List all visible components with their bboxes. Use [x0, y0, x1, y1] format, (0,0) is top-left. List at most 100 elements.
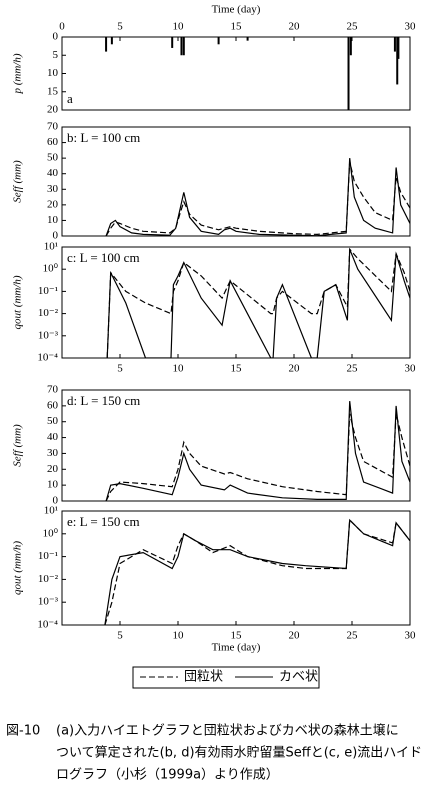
rain-bar — [182, 37, 185, 56]
rain-bar — [180, 37, 183, 56]
y-tick-label: 20 — [47, 198, 59, 210]
panel — [105, 158, 410, 236]
legend-box — [132, 666, 320, 689]
y-tick-label: 10 — [47, 479, 59, 491]
x-tick-label: 10 — [173, 363, 185, 375]
series-line — [106, 248, 410, 358]
x-tick-label: 15 — [231, 21, 243, 33]
series-line — [105, 161, 410, 236]
y-tick-label: 60 — [47, 136, 59, 148]
x-tick-label: 25 — [347, 21, 359, 33]
panel — [104, 518, 410, 625]
x-tick-label: 20 — [289, 630, 301, 642]
y-tick-label: 70 — [47, 121, 59, 133]
y-tick-label: 15 — [47, 85, 59, 97]
legend-label: 団粒状 — [184, 670, 223, 685]
y-tick-label: 5 — [53, 49, 59, 61]
series-line — [105, 401, 410, 501]
y-tick-label: 70 — [47, 384, 59, 396]
plot-frame — [61, 36, 411, 111]
rain-bar — [349, 37, 352, 56]
panel-label: e: L = 150 cm — [67, 514, 140, 529]
caption-line: (a)入力ハイエトグラフと団粒状およびカベ状の森林土壌に — [56, 724, 399, 739]
series-line — [105, 158, 410, 236]
rain-bar — [393, 37, 396, 52]
x-tick-label: 15 — [231, 363, 243, 375]
x-tick-label: 25 — [347, 630, 359, 642]
y-tick-label: 30 — [47, 183, 59, 195]
x-tick-label: 20 — [289, 21, 301, 33]
rain-bar — [105, 37, 108, 52]
rain-bar — [110, 37, 113, 45]
y-axis-title: qout (mm/h) — [12, 275, 24, 329]
y-tick-label: 10⁻⁴ — [37, 352, 58, 364]
x-tick-label: 30 — [405, 363, 417, 375]
plot-frame — [61, 126, 411, 237]
y-tick-label: 40 — [47, 167, 59, 179]
x-tick-label: 30 — [405, 630, 417, 642]
y-tick-label: 10¹ — [44, 505, 58, 517]
y-tick-label: 10⁻¹ — [38, 550, 58, 562]
y-tick-label: 10⁰ — [43, 263, 59, 275]
y-tick-label: 60 — [47, 399, 59, 411]
panel-label: c: L = 100 cm — [67, 250, 140, 265]
y-tick-label: 0 — [53, 495, 59, 507]
x-tick-label: 5 — [117, 363, 123, 375]
top-x-title: Time (day) — [212, 4, 261, 16]
rain-bar — [396, 37, 399, 85]
rain-bar — [171, 37, 174, 48]
y-tick-label: 10 — [47, 67, 59, 79]
series-line — [105, 413, 410, 501]
y-tick-label: 20 — [47, 104, 59, 116]
y-tick-label: 0 — [53, 230, 59, 242]
caption-line: ついて算定された(b, d)有効雨水貯留量Seffと(c, e)流出ハイド — [56, 746, 422, 761]
caption-label: 図-10 — [6, 724, 40, 739]
y-tick-label: 40 — [47, 431, 59, 443]
y-tick-label: 10⁻¹ — [38, 285, 58, 297]
series-line — [104, 518, 410, 625]
x-tick-label: 0 — [59, 21, 65, 33]
y-tick-label: 10⁻² — [38, 573, 59, 585]
y-axis-title: qout (mm/h) — [12, 541, 24, 595]
y-axis-title: p (mm/h) — [12, 53, 24, 94]
x-tick-label: 5 — [117, 21, 123, 33]
x-tick-label: 10 — [173, 630, 185, 642]
x-tick-label: 5 — [117, 630, 123, 642]
y-tick-label: 10¹ — [44, 241, 58, 253]
rain-bar — [347, 37, 350, 110]
y-axis-title: Seff (mm) — [12, 160, 24, 203]
y-tick-label: 10⁻⁴ — [37, 619, 58, 631]
y-tick-label: 50 — [47, 415, 59, 427]
rain-bar — [246, 37, 249, 41]
x-tick-label: 10 — [173, 21, 185, 33]
x-tick-label: 25 — [347, 363, 359, 375]
x-tick-label: 20 — [289, 363, 301, 375]
y-tick-label: 0 — [53, 31, 59, 43]
y-tick-label: 10⁰ — [43, 527, 59, 539]
y-tick-label: 10⁻³ — [38, 596, 59, 608]
caption-line: ログラフ（小杉（1999a）より作成） — [56, 768, 279, 783]
series-line — [104, 518, 410, 625]
y-tick-label: 50 — [47, 152, 59, 164]
panel-label: d: L = 150 cm — [67, 393, 140, 408]
y-axis-title: Seff (mm) — [12, 424, 24, 467]
series-line — [106, 247, 410, 358]
rain-bar — [217, 37, 220, 45]
panel-label: a — [67, 91, 73, 106]
plot-frame — [61, 389, 411, 502]
panel — [106, 247, 410, 358]
y-tick-label: 10⁻³ — [38, 329, 59, 341]
panel — [105, 401, 410, 501]
x-tick-label: 30 — [405, 21, 417, 33]
x-tick-label: 15 — [231, 630, 243, 642]
y-tick-label: 10 — [47, 214, 59, 226]
legend-label: カベ状 — [279, 670, 318, 685]
y-tick-label: 20 — [47, 463, 59, 475]
y-tick-label: 30 — [47, 447, 59, 459]
bottom-x-title: Time (day) — [212, 642, 261, 654]
y-tick-label: 10⁻² — [38, 307, 59, 319]
rain-bar — [397, 37, 400, 59]
panel — [105, 37, 400, 110]
panel-label: b: L = 100 cm — [67, 130, 140, 145]
